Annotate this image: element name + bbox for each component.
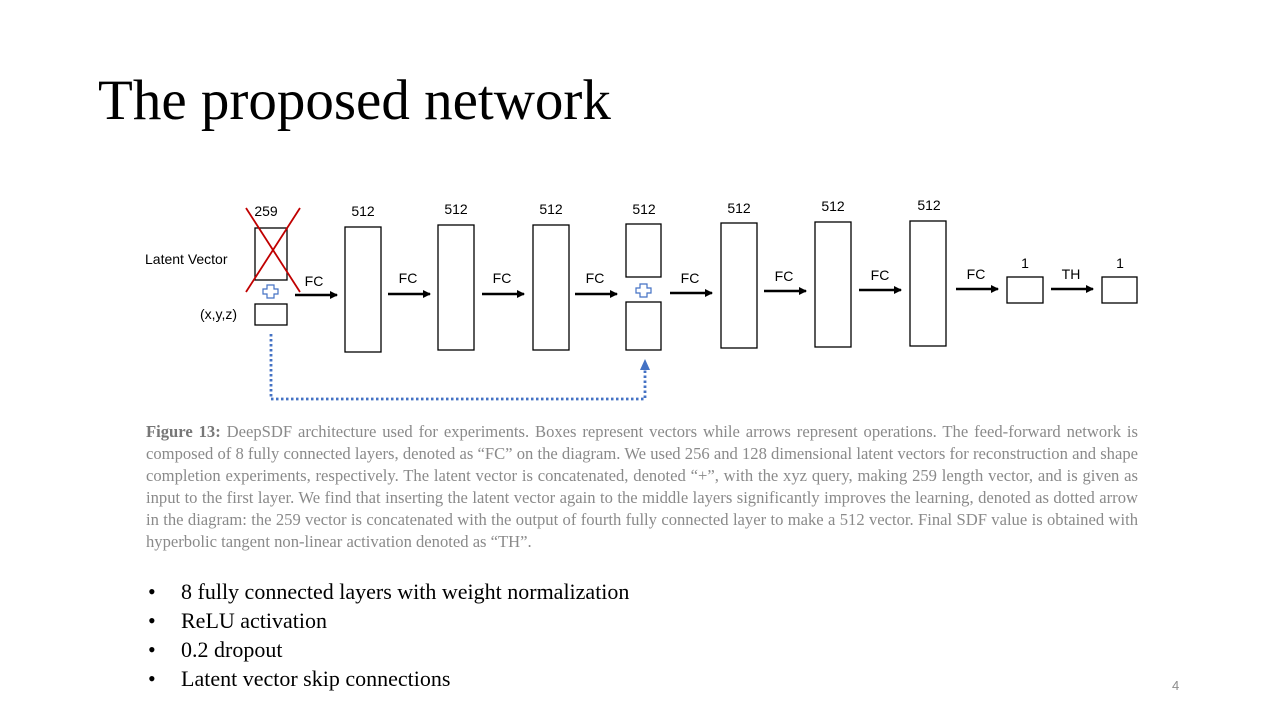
bullet-text: 8 fully connected layers with weight nor…	[181, 579, 630, 604]
bullet-item: • Latent vector skip connections	[148, 664, 629, 693]
layer-box-3	[532, 224, 570, 351]
layer-size-1: 512	[351, 203, 375, 219]
fc-label-8: FC	[967, 266, 986, 282]
caption-label: Figure 13:	[146, 422, 221, 441]
input-size-label: 259	[254, 203, 278, 219]
skip-concat-plus-icon	[635, 283, 652, 298]
cross-out-mark	[245, 207, 301, 293]
figure-caption: Figure 13: DeepSDF architecture used for…	[146, 421, 1138, 553]
th-label: TH	[1062, 266, 1081, 282]
skip-connection-path	[269, 334, 647, 401]
layer-box-7	[909, 220, 947, 347]
bullet-text: 0.2 dropout	[181, 637, 283, 662]
bullet-dot: •	[148, 608, 156, 633]
bullet-dot: •	[148, 579, 156, 604]
output-size-2: 1	[1116, 255, 1124, 271]
layer-size-4: 512	[632, 201, 656, 217]
bullet-dot: •	[148, 666, 156, 691]
skip-connection-head	[640, 359, 650, 370]
fc-label-5: FC	[681, 270, 700, 286]
layer-size-3: 512	[539, 201, 563, 217]
output-box-1	[1006, 276, 1044, 304]
skip-connection-arrow	[269, 334, 650, 401]
fc-label-3: FC	[493, 270, 512, 286]
fc-label-2: FC	[399, 270, 418, 286]
layer-box-4-bottom	[625, 301, 662, 351]
latent-vector-label: Latent Vector	[145, 251, 228, 267]
layer-box-2	[437, 224, 475, 351]
bullet-item: • 0.2 dropout	[148, 635, 629, 664]
fc-label-1: FC	[305, 273, 324, 289]
bullet-text: ReLU activation	[181, 608, 328, 633]
layer-box-5	[720, 222, 758, 349]
layer-size-2: 512	[444, 201, 468, 217]
xyz-label: (x,y,z)	[200, 306, 237, 322]
bullet-text: Latent vector skip connections	[181, 666, 451, 691]
fc-label-7: FC	[871, 267, 890, 283]
bullet-list: • 8 fully connected layers with weight no…	[148, 577, 629, 693]
fc-label-6: FC	[775, 268, 794, 284]
layer-size-7: 512	[917, 197, 941, 213]
output-box-2	[1101, 276, 1138, 304]
bullet-dot: •	[148, 637, 156, 662]
layer-size-6: 512	[821, 198, 845, 214]
xyz-box	[254, 303, 288, 326]
bullet-item: • ReLU activation	[148, 606, 629, 635]
concat-plus-icon	[262, 284, 279, 299]
cross-line-b	[245, 207, 301, 293]
layer-box-6	[814, 221, 852, 348]
slide-title: The proposed network	[98, 69, 611, 132]
fc-label-4: FC	[586, 270, 605, 286]
layer-box-1	[344, 226, 382, 353]
page-number: 4	[1172, 678, 1180, 693]
layer-size-5: 512	[727, 200, 751, 216]
caption-text: DeepSDF architecture used for experiment…	[146, 422, 1138, 551]
latent-vector-box	[254, 227, 288, 281]
layer-box-4-top	[625, 223, 662, 278]
bullet-item: • 8 fully connected layers with weight no…	[148, 577, 629, 606]
output-size-1: 1	[1021, 255, 1029, 271]
